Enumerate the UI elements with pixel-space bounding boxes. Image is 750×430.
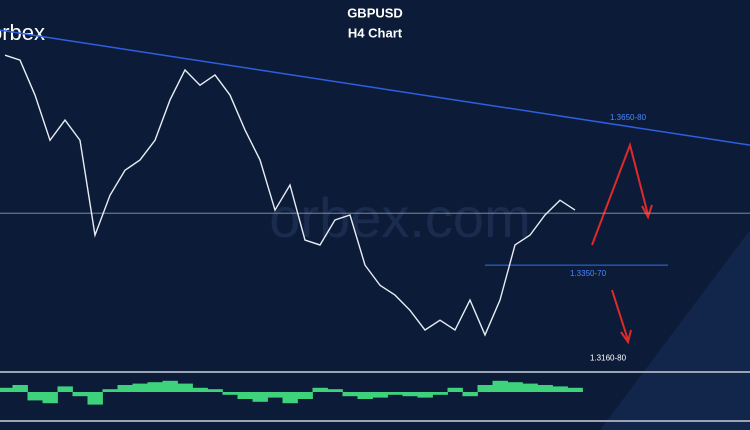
forecast-arrows <box>591 141 653 345</box>
oscillator-bar <box>117 385 133 392</box>
oscillator-bar <box>402 392 418 397</box>
oscillator-bar <box>87 392 103 405</box>
oscillator-bar <box>567 387 583 392</box>
oscillator-bar <box>267 392 283 398</box>
oscillator-bar <box>372 392 388 398</box>
oscillator-bar <box>132 383 148 392</box>
oscillator-bar <box>507 382 523 392</box>
oscillator-bar <box>492 380 508 392</box>
oscillator-bar <box>522 383 538 392</box>
oscillator-bar <box>537 385 553 392</box>
oscillator-bar <box>297 392 313 399</box>
logo: orbex <box>0 20 45 45</box>
trendline <box>0 29 750 146</box>
oscillator-bar <box>387 392 403 395</box>
oscillator-bar <box>192 387 208 392</box>
oscillator-bar <box>282 392 298 404</box>
oscillator-bar <box>462 392 478 397</box>
oscillator-bar <box>357 392 373 399</box>
oscillator-bar <box>207 389 223 392</box>
oscillator-bar <box>12 385 28 392</box>
oscillator-bar <box>432 392 448 395</box>
level-label: 1.3350-70 <box>570 269 607 278</box>
chart-subtitle: H4 Chart <box>348 25 403 40</box>
level-label: 1.3650-80 <box>610 113 647 122</box>
oscillator-bar <box>252 392 268 402</box>
oscillator-bar <box>162 380 178 392</box>
oscillator-bar <box>0 387 13 392</box>
oscillator-bar <box>147 382 163 392</box>
oscillator-bar <box>222 392 238 395</box>
oscillator-bar <box>552 386 568 392</box>
oscillator-bar <box>72 392 88 397</box>
oscillator-bar <box>42 392 58 404</box>
level-label: 1.3160-80 <box>590 353 627 362</box>
oscillator-bar <box>477 385 493 392</box>
oscillator-bar <box>177 383 193 392</box>
oscillator-bar <box>312 387 328 392</box>
oscillator-bar <box>237 392 253 399</box>
oscillator-bar <box>102 389 118 392</box>
watermark: orbex.com <box>269 186 530 249</box>
price-line-series <box>4 54 576 337</box>
oscillator-bar <box>57 386 73 392</box>
oscillator-bar <box>342 392 358 397</box>
oscillator-bar <box>27 392 43 401</box>
chart-title: GBPUSD <box>347 5 403 20</box>
oscillator-bar <box>447 387 463 392</box>
background-shape <box>600 230 750 430</box>
oscillator-bar <box>327 389 343 392</box>
oscillator-bar <box>417 392 433 398</box>
